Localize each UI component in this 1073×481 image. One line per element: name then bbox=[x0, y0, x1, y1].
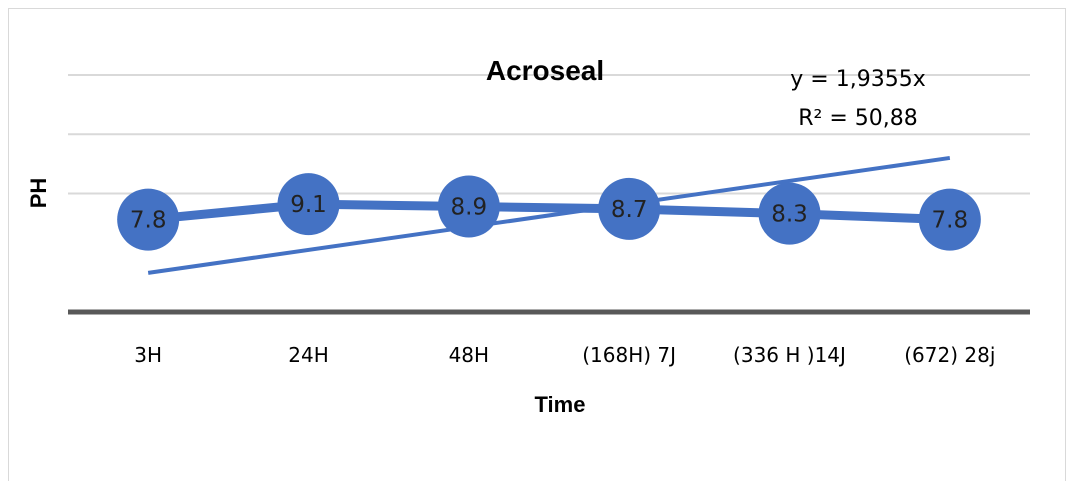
chart-frame bbox=[8, 8, 1066, 481]
trendline-equation: y = 1,9355x bbox=[790, 67, 925, 92]
data-label: 8.3 bbox=[771, 202, 808, 228]
x-tick-label: (168H) 7J bbox=[582, 343, 676, 367]
x-tick-label: 3H bbox=[134, 343, 162, 367]
trendline-r-squared: R² = 50,88 bbox=[798, 106, 918, 131]
x-tick-label: (672) 28j bbox=[904, 343, 995, 367]
data-point bbox=[117, 188, 180, 251]
data-label: 8.7 bbox=[611, 197, 648, 223]
x-axis-title: Time bbox=[535, 392, 586, 417]
data-point bbox=[437, 175, 500, 238]
series-group: 7.8 9.1 8.9 8.7 8.3 7.8 bbox=[117, 173, 981, 251]
data-point bbox=[758, 182, 821, 245]
data-label: 7.8 bbox=[130, 208, 167, 234]
trendline bbox=[147, 155, 951, 275]
data-point bbox=[918, 188, 981, 251]
x-tick-label: 48H bbox=[449, 343, 490, 367]
trendline-group bbox=[147, 155, 951, 275]
data-label: 8.9 bbox=[451, 195, 488, 221]
x-tick-label: (336 H )14J bbox=[733, 343, 846, 367]
data-label: 9.1 bbox=[290, 192, 327, 218]
data-point bbox=[277, 173, 340, 236]
x-tick-labels: 3H 24H 48H (168H) 7J (336 H )14J (672) 28j bbox=[134, 343, 995, 367]
data-label: 7.8 bbox=[932, 208, 969, 234]
data-point bbox=[598, 177, 661, 240]
y-axis-title: PH bbox=[26, 178, 51, 209]
chart-title: Acroseal bbox=[486, 55, 604, 86]
gridlines bbox=[68, 74, 1030, 195]
x-tick-label: 24H bbox=[288, 343, 329, 367]
